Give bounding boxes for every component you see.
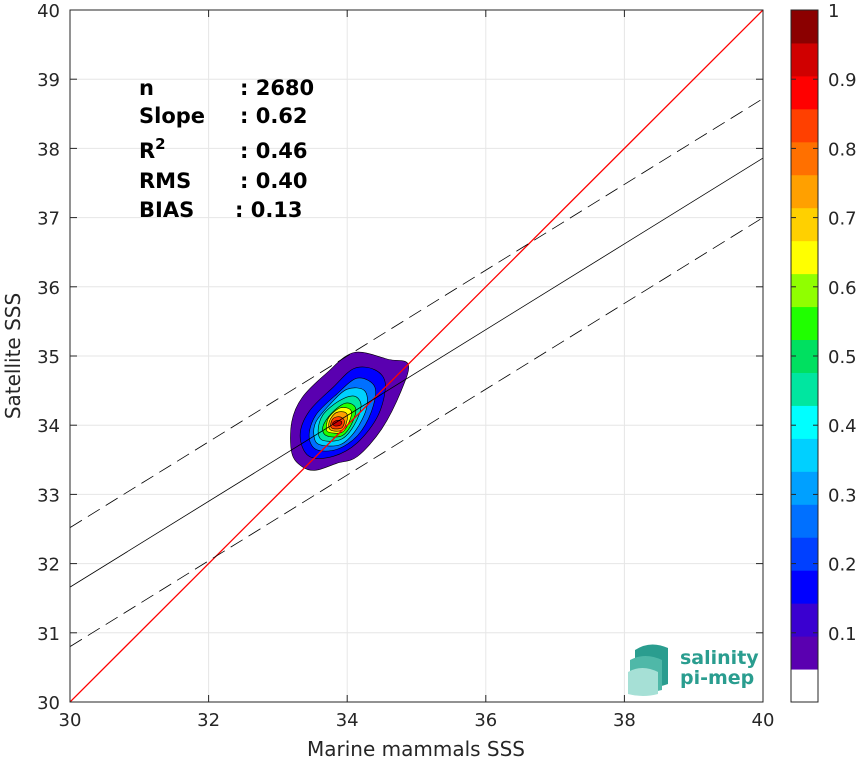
- colorbar-band: [791, 372, 818, 406]
- salinity-pi-mep-logo: salinity pi-mep: [628, 644, 759, 696]
- logo-line2: pi-mep: [680, 667, 754, 689]
- colorbar-tick-label: 0.5: [828, 347, 857, 368]
- y-tick-label: 38: [37, 139, 60, 160]
- colorbar-band: [791, 207, 818, 242]
- regression-line: [70, 157, 763, 588]
- colorbar-tick-label: 0.2: [828, 555, 857, 576]
- colorbar-band: [791, 75, 818, 110]
- colorbar-tick-label: 0.9: [828, 70, 857, 91]
- y-tick-label: 36: [37, 278, 60, 299]
- colorbar-band: [791, 240, 818, 275]
- y-axis-ticks: 30 31 32 33 34 35 36 37 38 39 40: [37, 1, 763, 714]
- x-tick-label: 34: [336, 710, 359, 731]
- logo-line1: salinity: [680, 647, 759, 669]
- colorbar-band: [791, 570, 818, 604]
- colorbar-band: [791, 603, 818, 637]
- y-tick-label: 34: [37, 416, 60, 437]
- stat-label-rms: RMS: [139, 169, 191, 193]
- y-tick-label: 32: [37, 555, 60, 576]
- colorbar-band: [791, 108, 818, 143]
- colorbar-band: [791, 537, 818, 571]
- stat-value-n: : 2680: [240, 76, 314, 100]
- colorbar-band: [791, 471, 818, 505]
- stat-label-slope: Slope: [139, 104, 205, 128]
- colorbar-band: [791, 141, 818, 176]
- x-tick-label: 30: [59, 710, 82, 731]
- stat-value-bias: : 0.13: [235, 198, 303, 222]
- y-axis-title: Satellite SSS: [1, 293, 25, 419]
- colorbar-tick-label: 0.1: [828, 624, 857, 645]
- y-tick-label: 39: [37, 70, 60, 91]
- x-axis-title: Marine mammals SSS: [307, 737, 525, 761]
- colorbar-band: [791, 174, 818, 209]
- reference-lines: [70, 10, 763, 702]
- density-contour-0_95: [332, 420, 343, 427]
- y-tick-label: 40: [37, 1, 60, 22]
- colorbar-band: [791, 42, 818, 77]
- stat-value-r: : 0.46: [240, 139, 308, 163]
- colorbar-band: [791, 10, 818, 44]
- y-tick-label: 31: [37, 624, 60, 645]
- y-tick-label: 33: [37, 485, 60, 506]
- colorbar-tick-label: 0.4: [828, 416, 857, 437]
- colorbar-band: [791, 438, 818, 472]
- stat-label-bias: BIAS: [139, 198, 194, 222]
- colorbar-tick-label: 0.3: [828, 485, 857, 506]
- colorbar-tick-label: 1: [828, 1, 839, 22]
- upper-bound-line: [70, 98, 763, 528]
- x-tick-label: 38: [613, 710, 636, 731]
- colorbar-band: [791, 306, 818, 341]
- stat-value-slope: : 0.62: [240, 104, 308, 128]
- y-tick-label: 37: [37, 209, 60, 230]
- stat-label-n: n: [139, 76, 154, 100]
- colorbar-band: [791, 273, 818, 308]
- lower-bound-line: [70, 217, 763, 647]
- colorbar-tick-label: 0.6: [828, 278, 857, 299]
- colorbar: 0.1 0.2 0.3 0.4 0.5 0.6 0.7 0.8 0.9 1: [790, 1, 857, 703]
- stat-value-rms: : 0.40: [240, 169, 308, 193]
- colorbar-band: [791, 669, 818, 703]
- logo-wave-front: [628, 668, 658, 696]
- colorbar-tick-label: 0.7: [828, 209, 857, 230]
- colorbar-band: [791, 636, 818, 670]
- density-contours: [290, 351, 409, 471]
- x-tick-label: 40: [752, 710, 775, 731]
- x-tick-label: 32: [197, 710, 220, 731]
- stat-label-sup: 2: [155, 135, 165, 153]
- colorbar-band: [791, 405, 818, 439]
- y-tick-label: 30: [37, 693, 60, 714]
- colorbar-tick-label: 0.8: [828, 139, 857, 160]
- colorbar-band: [791, 504, 818, 538]
- x-axis-ticks: 30 32 34 36 38 40: [59, 10, 775, 731]
- y-tick-label: 35: [37, 347, 60, 368]
- one-to-one-line: [70, 10, 763, 702]
- x-tick-label: 36: [474, 710, 497, 731]
